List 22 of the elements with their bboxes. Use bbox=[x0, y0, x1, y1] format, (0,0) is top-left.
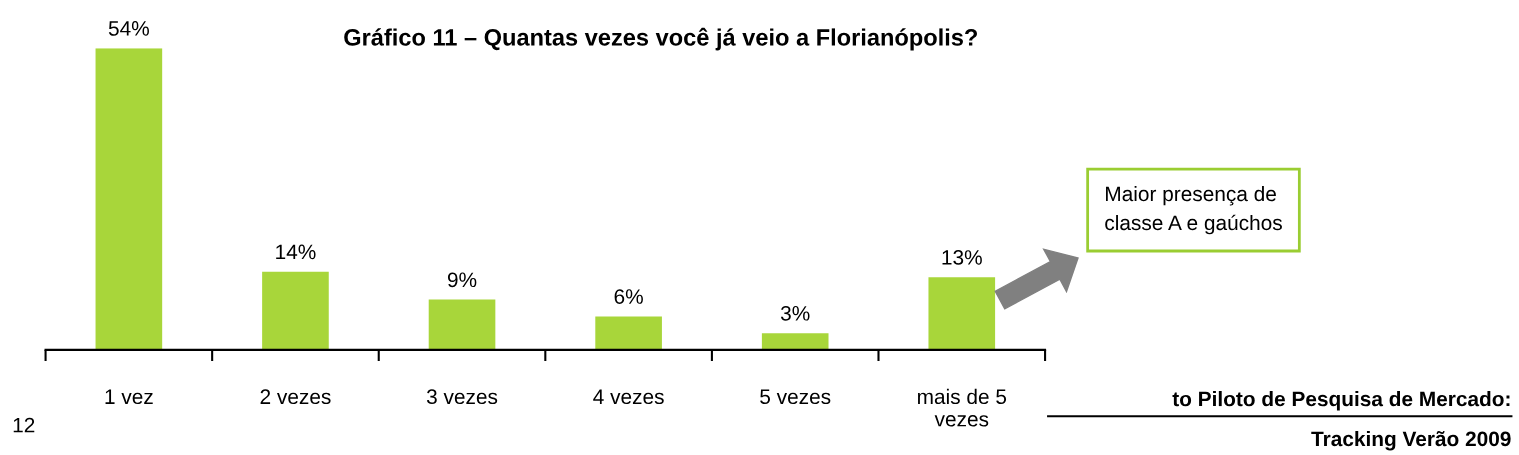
data-label: 54% bbox=[108, 21, 149, 36]
bar bbox=[761, 333, 829, 350]
bar bbox=[595, 316, 662, 350]
x-tick-label: mais de 5 vezes bbox=[918, 388, 1007, 427]
bar bbox=[928, 277, 996, 350]
data-label: 14% bbox=[276, 244, 316, 260]
x-tick-label: 4 vezes bbox=[593, 389, 664, 405]
data-label: 13% bbox=[942, 250, 982, 265]
bar bbox=[262, 271, 329, 350]
data-label: 9% bbox=[447, 272, 477, 288]
data-label: 6% bbox=[614, 289, 643, 304]
text: 12 bbox=[13, 417, 35, 433]
text: to Piloto de Pesquisa de Mercado: Tracking Verão 2009 bbox=[1172, 390, 1511, 451]
data-label: 3% bbox=[780, 305, 810, 321]
x-tick-label: 1 vez bbox=[105, 389, 153, 405]
x-tick-label: 3 vezes bbox=[426, 389, 498, 405]
text: Maior presença de classe A e gaúchos bbox=[1105, 185, 1282, 235]
bar bbox=[95, 48, 163, 350]
chart-title: Gráfico 11 – Quantas vezes você já veio a Florianópolis? bbox=[344, 27, 977, 51]
bar bbox=[428, 299, 496, 350]
x-tick-label: 5 vezes bbox=[760, 389, 831, 405]
x-tick-label: 2 vezes bbox=[260, 389, 331, 405]
